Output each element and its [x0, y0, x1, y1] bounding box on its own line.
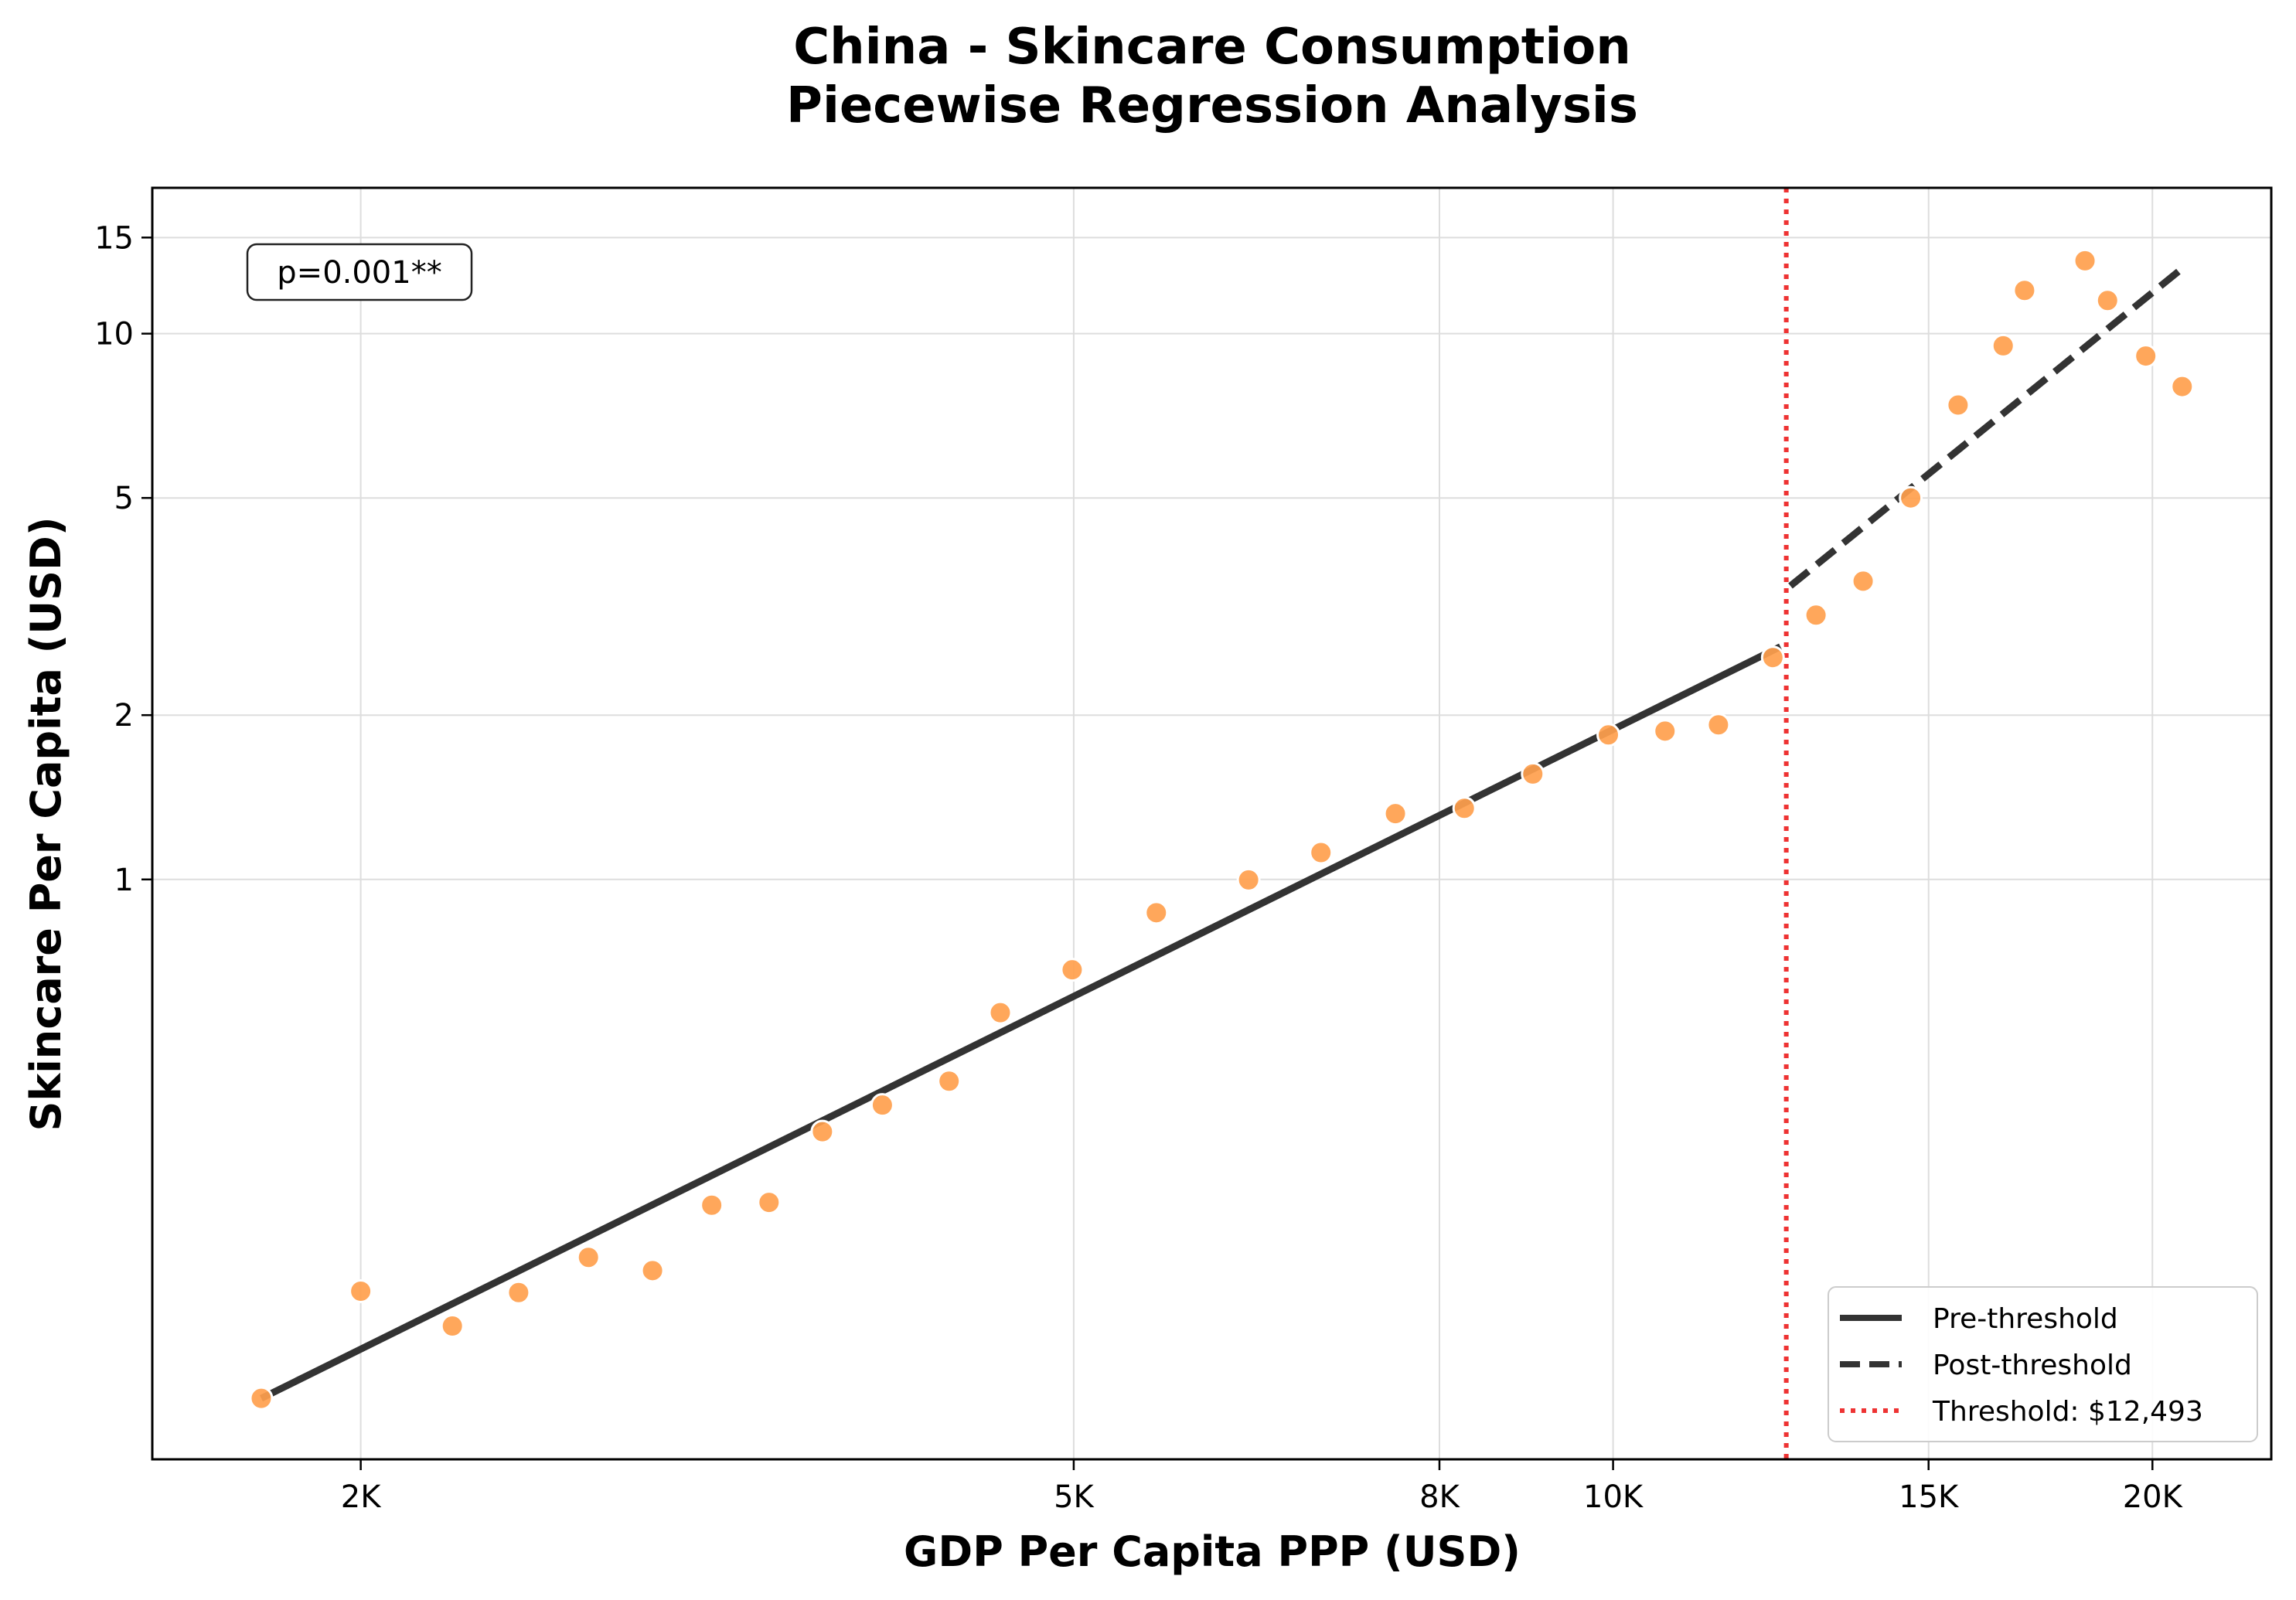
- data-point: [1452, 796, 1477, 821]
- y-axis-ticks: 1 2 5 10 15: [94, 220, 152, 898]
- x-tick-label: 2K: [341, 1479, 382, 1515]
- x-axis-label: GDP Per Capita PPP (USD): [904, 1527, 1521, 1576]
- data-point: [700, 1193, 724, 1217]
- data-point: [810, 1119, 835, 1144]
- data-point: [1760, 645, 1785, 670]
- data-point: [2134, 344, 2158, 369]
- annotation-box: [246, 243, 473, 301]
- x-axis-ticks: 2K 5K 8K 10K 15K 20K: [341, 1459, 2184, 1515]
- data-point: [2095, 288, 2120, 313]
- p-value-annotation: p=0.001**: [246, 243, 473, 301]
- data-point: [1236, 867, 1261, 892]
- data-point: [2012, 278, 2037, 303]
- data-point: [1521, 761, 1545, 786]
- data-point: [1706, 713, 1731, 737]
- data-point: [440, 1313, 465, 1338]
- post-threshold-line: [1788, 265, 2185, 589]
- data-point: [1899, 485, 1923, 510]
- data-point: [576, 1245, 601, 1270]
- legend-box: [1828, 1286, 2258, 1442]
- data-point: [1060, 958, 1085, 982]
- y-tick-label: 1: [114, 863, 134, 898]
- data-point: [1991, 333, 2015, 358]
- data-point: [988, 1000, 1013, 1025]
- data-point: [937, 1069, 962, 1094]
- data-point: [640, 1258, 665, 1283]
- x-tick-label: 20K: [2123, 1479, 2184, 1515]
- x-tick-label: 8K: [1419, 1479, 1460, 1515]
- data-point: [1653, 719, 1678, 744]
- data-point: [2073, 248, 2097, 273]
- chart-title-line-1: China - Skincare Consumption: [793, 19, 1631, 76]
- data-point: [349, 1279, 373, 1304]
- x-tick-label: 10K: [1583, 1479, 1644, 1515]
- y-tick-label: 10: [94, 317, 134, 352]
- x-tick-label: 5K: [1054, 1479, 1095, 1515]
- legend-label-post-threshold: Post-threshold: [1933, 1350, 2132, 1381]
- data-point: [870, 1093, 894, 1118]
- legend: Pre-threshold Post-threshold Threshold: …: [1828, 1286, 2258, 1442]
- grid: [152, 188, 2271, 1459]
- y-tick-label: 2: [114, 698, 134, 734]
- data-point: [1946, 393, 1971, 417]
- legend-label-threshold: Threshold: $12,493: [1932, 1396, 2203, 1428]
- data-point: [506, 1280, 531, 1305]
- data-point: [1309, 840, 1334, 865]
- data-point: [2170, 374, 2195, 399]
- y-tick-label: 15: [94, 220, 134, 256]
- legend-label-pre-threshold: Pre-threshold: [1933, 1303, 2118, 1335]
- data-point: [1804, 603, 1828, 628]
- data-point: [1596, 723, 1621, 747]
- chart-title-line-2: Piecewise Regression Analysis: [786, 77, 1638, 134]
- data-point: [1851, 569, 1875, 594]
- x-tick-label: 15K: [1899, 1479, 1960, 1515]
- data-point: [757, 1190, 782, 1215]
- data-point: [249, 1386, 274, 1411]
- data-points: [249, 248, 2195, 1411]
- data-point: [1383, 802, 1408, 826]
- y-axis-label: Skincare Per Capita (USD): [22, 516, 70, 1131]
- data-point: [1144, 900, 1169, 925]
- annotation-text: p=0.001**: [277, 255, 441, 291]
- plot-area-frame: [151, 186, 2273, 1461]
- y-tick-label: 5: [114, 481, 134, 516]
